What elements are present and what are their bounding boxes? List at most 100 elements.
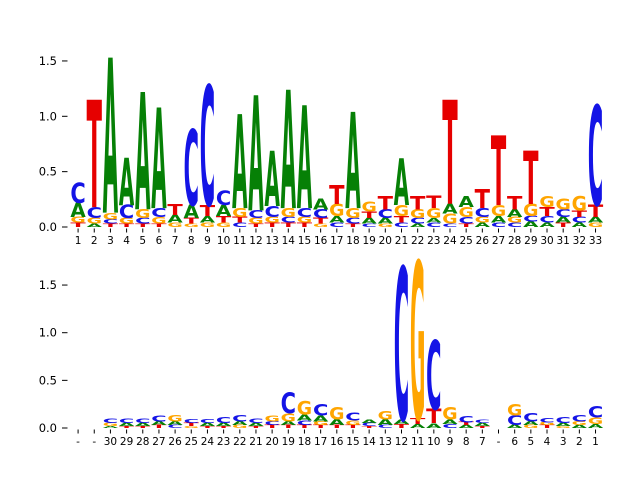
- logo-letter-A: A: [442, 418, 457, 426]
- logo-letter-A: A: [572, 221, 587, 228]
- x-tick-label: 16: [330, 436, 344, 448]
- x-tick-label: -: [76, 436, 80, 448]
- logo-letter-T: T: [458, 421, 473, 426]
- logo-letter-G: G: [507, 216, 522, 225]
- x-tick-label: 1: [75, 235, 82, 247]
- x-tick-label: 4: [544, 436, 551, 448]
- logo-letter-C: C: [572, 216, 587, 225]
- y-tick-label: 0.0: [39, 220, 57, 234]
- logo-letter-A: A: [475, 221, 490, 228]
- logo-letter-G: G: [248, 217, 263, 226]
- logo-letter-C: C: [135, 417, 150, 425]
- logo-letter-C: C: [313, 207, 328, 221]
- logo-letter-T: T: [345, 424, 360, 429]
- logo-letter-T: T: [151, 424, 166, 429]
- logo-letter-T: T: [216, 426, 231, 429]
- logo-letter-G: G: [297, 216, 312, 225]
- x-tick-label: 6: [511, 436, 518, 448]
- logo-letter-G: G: [103, 422, 118, 427]
- x-tick-label: 20: [265, 436, 278, 448]
- logo-letter-T: T: [184, 217, 199, 226]
- logo-letter-T: T: [378, 192, 393, 213]
- logo-letter-G: G: [345, 419, 360, 427]
- logo-letter-A: A: [135, 422, 150, 427]
- x-tick-label: 30: [540, 235, 553, 247]
- logo-letter-C: C: [103, 218, 118, 225]
- logo-letter-A: A: [135, 60, 150, 247]
- x-tick-label: 10: [217, 235, 230, 247]
- x-tick-label: -: [92, 436, 96, 448]
- x-tick-label: 10: [427, 436, 440, 448]
- logo-letter-A: A: [200, 214, 215, 225]
- x-tick-label: 25: [459, 235, 472, 247]
- logo-letter-G: G: [232, 206, 247, 220]
- logo-letter-G: G: [329, 404, 344, 424]
- logo-letter-C: C: [248, 417, 263, 425]
- logo-letter-T: T: [442, 73, 457, 239]
- x-tick-label: 11: [411, 436, 424, 448]
- logo-letter-G: G: [523, 424, 538, 429]
- x-tick-label: 25: [185, 436, 198, 448]
- logo-letter-A: A: [103, 426, 118, 429]
- x-tick-label: 2: [91, 235, 98, 247]
- logo-letter-A: A: [281, 420, 296, 426]
- logo-letter-C: C: [394, 221, 409, 228]
- logo-letter-C: C: [200, 418, 215, 424]
- logo-letter-C: C: [70, 178, 85, 210]
- logo-letter-C: C: [264, 420, 279, 426]
- x-tick-label: 15: [346, 436, 359, 448]
- x-tick-label: 30: [104, 436, 117, 448]
- x-tick-label: 15: [298, 235, 311, 247]
- logo-letter-T: T: [426, 193, 441, 213]
- x-tick-label: 14: [282, 235, 296, 247]
- logo-letter-A: A: [297, 77, 312, 242]
- logo-letter-C: C: [507, 221, 522, 228]
- x-tick-label: 19: [282, 436, 295, 448]
- logo-letter-A: A: [167, 213, 182, 225]
- logo-letter-G: G: [264, 414, 279, 423]
- logo-letter-G: G: [539, 421, 554, 426]
- x-tick-label: 9: [447, 436, 454, 448]
- logo-letter-C: C: [135, 217, 150, 226]
- logo-letter-C: C: [232, 221, 247, 228]
- logo-letter-G: G: [588, 416, 603, 427]
- logo-letter-C: C: [281, 388, 296, 421]
- logo-letter-T: T: [475, 426, 490, 429]
- x-tick-label: 18: [298, 436, 311, 448]
- logo-letter-A: A: [475, 422, 490, 427]
- logo-letter-G: G: [216, 221, 231, 228]
- logo-letter-A: A: [313, 195, 328, 213]
- x-tick-label: 22: [411, 235, 424, 247]
- logo-letter-C: C: [378, 207, 393, 221]
- x-tick-label: 24: [443, 235, 457, 247]
- logo-letter-A: A: [426, 422, 441, 430]
- logo-letter-T: T: [394, 423, 409, 429]
- logo-letter-A: A: [507, 424, 522, 429]
- logo-letter-A: A: [119, 145, 134, 221]
- logo-letter-C: C: [345, 217, 360, 226]
- logo-letter-A: A: [361, 420, 376, 425]
- logo-letter-A: A: [70, 199, 85, 222]
- logo-letter-A: A: [103, 17, 118, 264]
- logo-letter-A: A: [361, 217, 376, 226]
- logo-letter-C: C: [572, 413, 587, 424]
- y-tick-label: 0.0: [39, 421, 57, 435]
- logo-letter-A: A: [184, 201, 199, 222]
- logo-letter-A: A: [248, 422, 263, 427]
- logo-letter-G: G: [281, 412, 296, 424]
- logo-letter-G: G: [313, 223, 328, 228]
- logo-letter-A: A: [507, 207, 522, 219]
- logo-letter-G: G: [523, 200, 538, 220]
- logo-letter-G: G: [410, 218, 425, 469]
- logo-letter-A: A: [523, 420, 538, 426]
- logo-letter-T: T: [248, 426, 263, 429]
- logo-letter-C: C: [216, 187, 231, 210]
- logo-letter-C: C: [442, 223, 457, 228]
- x-tick-label: 17: [330, 235, 343, 247]
- logo-letter-C: C: [119, 201, 134, 222]
- logo-letter-G: G: [556, 195, 571, 213]
- logo-letter-C: C: [458, 414, 473, 425]
- logo-letter-C: C: [119, 417, 134, 425]
- x-tick-label: 1: [592, 436, 599, 448]
